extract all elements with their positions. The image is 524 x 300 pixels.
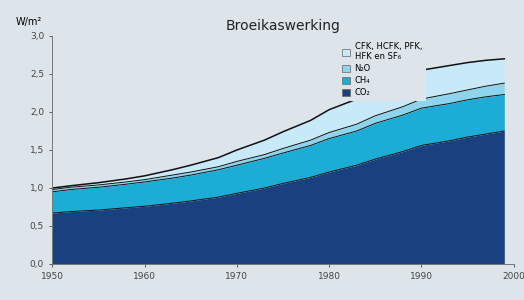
Text: W/m²: W/m² <box>16 17 42 27</box>
Legend: CFK, HCFK, PFK,
HFK en SF₆, N₂O, CH₄, CO₂: CFK, HCFK, PFK, HFK en SF₆, N₂O, CH₄, CO… <box>338 38 426 101</box>
Title: Broeikaswerking: Broeikaswerking <box>225 20 341 33</box>
